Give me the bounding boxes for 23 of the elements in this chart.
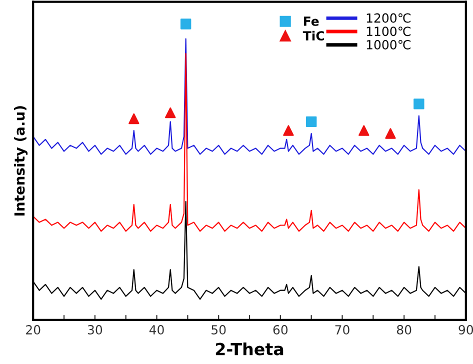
point xyxy=(358,125,370,136)
legend-label: TiC xyxy=(302,30,324,41)
legend-label: 1000℃ xyxy=(366,40,410,50)
x-tick-label: 40 xyxy=(149,325,164,334)
point xyxy=(180,18,192,30)
x-tick-label: 20 xyxy=(26,325,40,334)
x-tick-label: 30 xyxy=(88,325,102,334)
x-tick-label: 50 xyxy=(212,325,226,334)
point xyxy=(165,107,176,118)
legend-label: Fe xyxy=(304,16,319,26)
point xyxy=(385,128,396,139)
legend-label: 1200℃ xyxy=(366,13,410,23)
x-axis-title: 2-Theta xyxy=(216,342,284,356)
x-tick-label: 90 xyxy=(458,325,473,334)
x-tick-label: 60 xyxy=(273,325,288,334)
x-tick-label: 80 xyxy=(396,325,412,334)
x-tick-label: 70 xyxy=(335,325,350,334)
point xyxy=(283,125,294,136)
y-axis-title: Intensity (a.u) xyxy=(14,106,28,216)
point xyxy=(306,116,317,128)
legend-label: 1100℃ xyxy=(366,26,410,36)
point xyxy=(414,98,424,110)
point xyxy=(128,113,140,124)
